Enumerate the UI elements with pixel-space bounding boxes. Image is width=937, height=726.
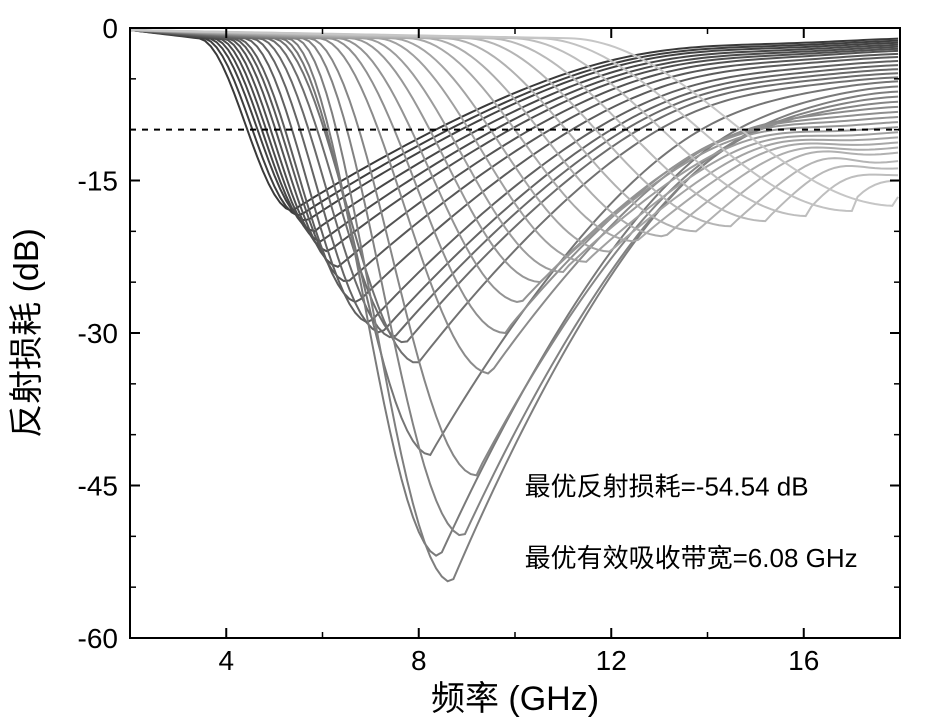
- x-tick-label: 4: [218, 645, 234, 676]
- chart-svg: 4 8 12 16 -60 -45 -30 -15 0 频率 (GHz) 反射损耗 (dB) 最优反射…: [0, 0, 937, 726]
- y-tick-label: -15: [78, 166, 118, 197]
- x-tick-label: 16: [788, 645, 819, 676]
- series-line: [130, 30, 898, 206]
- annotation-text: 最优反射损耗=-54.54 dB: [525, 472, 809, 502]
- series-line: [130, 30, 898, 281]
- x-tick-label: 12: [596, 645, 627, 676]
- x-tick-label: 8: [411, 645, 427, 676]
- chart-container: { "chart": { "type": "line", "background…: [0, 0, 937, 726]
- y-tick-label: -60: [78, 623, 118, 654]
- y-axis-title: 反射损耗 (dB): [8, 228, 46, 438]
- series-line: [130, 30, 898, 282]
- y-tick-label: -45: [78, 471, 118, 502]
- series-line: [130, 30, 898, 535]
- series-line: [130, 30, 898, 251]
- series-line: [130, 30, 898, 337]
- x-axis-title: 频率 (GHz): [431, 680, 599, 718]
- y-tick-label: -30: [78, 318, 118, 349]
- y-tick-label: 0: [102, 13, 118, 44]
- annotation-text: 最优有效吸收带宽=6.08 GHz: [525, 543, 858, 573]
